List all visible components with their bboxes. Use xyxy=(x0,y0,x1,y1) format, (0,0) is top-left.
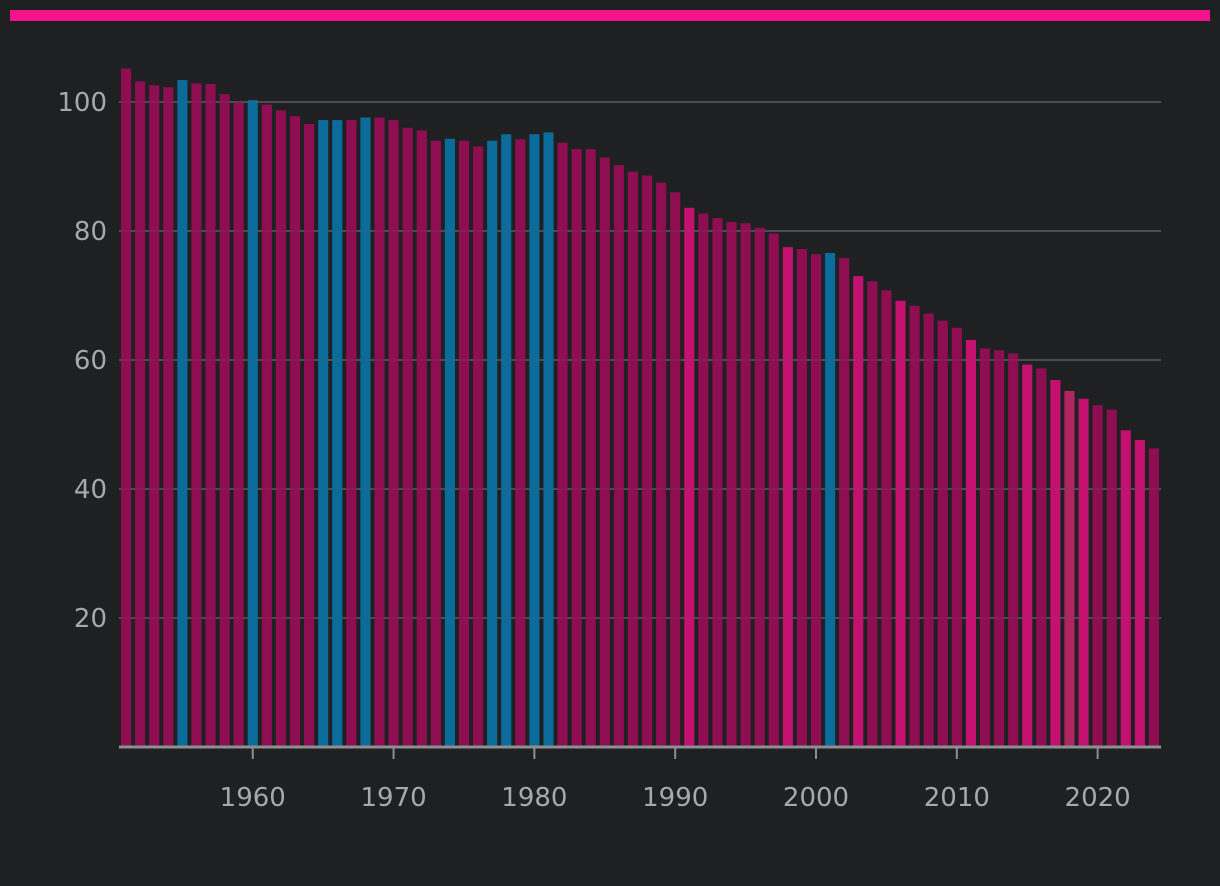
x-tick-label-2010: 2010 xyxy=(924,783,990,813)
bar-1987 xyxy=(627,171,639,747)
bar-series xyxy=(120,68,1160,748)
bar-1955 xyxy=(177,80,188,747)
bar-1991 xyxy=(684,207,695,747)
bar-2014 xyxy=(1008,353,1019,747)
bar-1953 xyxy=(149,85,160,748)
x-tick-label-1970: 1970 xyxy=(360,783,426,813)
bar-2001 xyxy=(825,252,836,747)
bar-2012 xyxy=(979,348,991,747)
bar-1974 xyxy=(444,138,455,747)
bar-1979 xyxy=(515,139,526,747)
bar-1976 xyxy=(473,146,484,747)
x-tick-label-2000: 2000 xyxy=(783,783,849,813)
bar-1970 xyxy=(388,120,399,747)
x-tick-label-1980: 1980 xyxy=(501,783,567,813)
bar-2021 xyxy=(1106,409,1117,747)
bar-2023 xyxy=(1134,439,1145,747)
bar-1954 xyxy=(163,87,174,747)
bar-2007 xyxy=(909,305,920,747)
bar-1965 xyxy=(318,120,329,747)
x-tick-labels: 1960 1970 1980 1990 2000 2010 2020 xyxy=(220,783,1131,813)
bar-1990 xyxy=(670,192,681,748)
bar-1973 xyxy=(430,140,441,747)
bar-1964 xyxy=(304,123,315,748)
bar-1975 xyxy=(458,140,470,747)
bar-1959 xyxy=(233,102,244,747)
bar-1960 xyxy=(247,100,258,747)
bar-1985 xyxy=(599,157,610,748)
y-tick-label-60: 60 xyxy=(74,346,107,376)
bar-1978 xyxy=(501,134,512,747)
bar-1982 xyxy=(557,142,568,747)
y-tick-label-40: 40 xyxy=(74,475,107,505)
bar-1957 xyxy=(205,83,216,747)
bar-1995 xyxy=(740,223,751,747)
bar-2009 xyxy=(937,320,948,747)
x-tick-label-1960: 1960 xyxy=(220,783,286,813)
bar-1971 xyxy=(402,127,413,748)
bar-1986 xyxy=(613,165,624,747)
bar-1992 xyxy=(698,213,709,747)
bar-1969 xyxy=(374,117,385,748)
bar-1993 xyxy=(712,218,723,748)
bar-1994 xyxy=(726,221,737,748)
bar-2018 xyxy=(1064,390,1075,747)
bar-1963 xyxy=(289,116,301,747)
bar-2024 xyxy=(1148,448,1160,747)
x-tick-label-1990: 1990 xyxy=(642,783,708,813)
bar-2013 xyxy=(994,350,1005,747)
bar-1967 xyxy=(346,120,357,747)
bar-2002 xyxy=(839,258,850,747)
bar-1989 xyxy=(656,182,667,748)
bar-2015 xyxy=(1022,364,1033,747)
bar-1962 xyxy=(275,110,286,747)
x-tick-label-2020: 2020 xyxy=(1065,783,1131,813)
bar-1998 xyxy=(782,247,793,748)
bar-2005 xyxy=(881,290,892,747)
bar-2000 xyxy=(810,254,822,747)
bar-2003 xyxy=(853,276,864,747)
y-tick-label-80: 80 xyxy=(74,217,107,247)
bar-1958 xyxy=(219,94,230,747)
bar-1961 xyxy=(261,104,272,747)
y-tick-label-20: 20 xyxy=(74,604,107,634)
bar-1980 xyxy=(529,134,540,747)
bar-1984 xyxy=(585,149,596,747)
bar-1981 xyxy=(543,132,554,747)
y-tick-labels: 20 40 60 80 100 xyxy=(57,88,107,634)
x-axis xyxy=(119,745,1161,759)
bar-1997 xyxy=(768,233,779,747)
bar-2022 xyxy=(1120,430,1131,747)
bar-1999 xyxy=(796,249,807,747)
bar-2016 xyxy=(1036,368,1047,747)
bar-1983 xyxy=(571,149,582,747)
bar-1956 xyxy=(191,83,202,748)
bar-2017 xyxy=(1050,380,1061,747)
bar-2010 xyxy=(951,327,962,747)
accent-bar xyxy=(10,10,1210,21)
bar-1996 xyxy=(754,227,765,747)
y-tick-label-100: 100 xyxy=(57,88,107,118)
bar-1988 xyxy=(641,175,653,747)
bar-2020 xyxy=(1092,405,1103,747)
bar-1951 xyxy=(120,68,132,747)
bar-1972 xyxy=(416,130,427,747)
bar-2008 xyxy=(923,313,934,747)
bar-1977 xyxy=(487,140,498,747)
bar-2004 xyxy=(867,281,878,747)
bar-1952 xyxy=(135,81,146,748)
bar-2019 xyxy=(1078,398,1089,747)
bar-1968 xyxy=(360,117,371,748)
bar-2006 xyxy=(895,300,906,747)
bar-1966 xyxy=(332,120,343,747)
bar-2011 xyxy=(965,340,976,747)
